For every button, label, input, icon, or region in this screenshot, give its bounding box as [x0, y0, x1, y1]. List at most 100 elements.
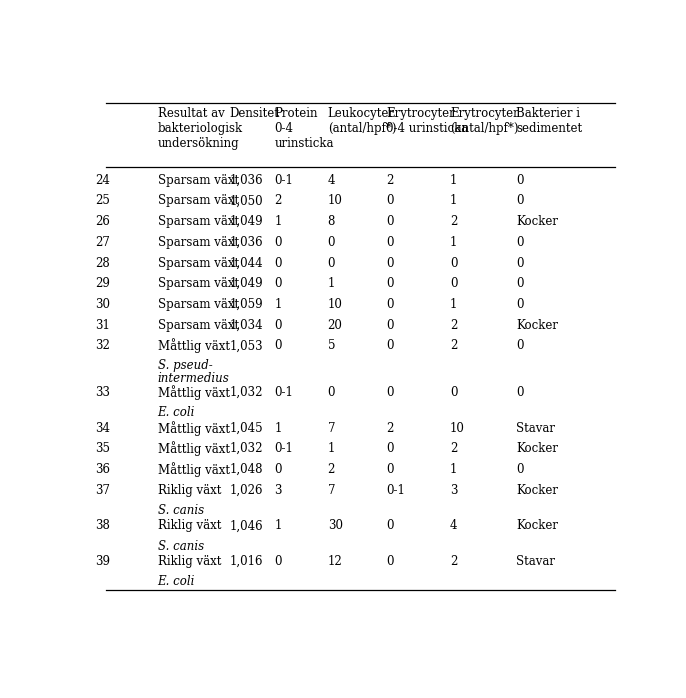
Text: 34: 34	[95, 422, 110, 435]
Text: 0: 0	[386, 195, 394, 207]
Text: 0: 0	[517, 339, 524, 352]
Text: 5: 5	[328, 339, 335, 352]
Text: E. coli: E. coli	[158, 575, 195, 588]
Text: 0: 0	[386, 215, 394, 228]
Text: 0: 0	[386, 339, 394, 352]
Text: 7: 7	[328, 484, 335, 497]
Text: 25: 25	[95, 195, 110, 207]
Text: 0: 0	[450, 257, 458, 269]
Text: 0-1: 0-1	[274, 443, 294, 455]
Text: 0: 0	[274, 555, 282, 568]
Text: 8: 8	[328, 215, 335, 228]
Text: Måttlig växt: Måttlig växt	[158, 385, 230, 400]
Text: S. canis: S. canis	[158, 504, 204, 517]
Text: Måttlig växt: Måttlig växt	[158, 421, 230, 436]
Text: 29: 29	[95, 277, 110, 290]
Text: Kocker: Kocker	[517, 519, 558, 533]
Text: 0: 0	[274, 463, 282, 476]
Text: Sparsam växt: Sparsam växt	[158, 236, 239, 249]
Text: 32: 32	[95, 339, 110, 352]
Text: 1,032: 1,032	[229, 386, 263, 399]
Text: 2: 2	[386, 174, 394, 187]
Text: Måttlig växt: Måttlig växt	[158, 441, 230, 456]
Text: Leukocyter
(antal/hpf*): Leukocyter (antal/hpf*)	[328, 107, 396, 135]
Text: 0: 0	[450, 386, 458, 399]
Text: 0: 0	[386, 319, 394, 332]
Text: 1,046: 1,046	[229, 519, 263, 533]
Text: 1: 1	[274, 298, 282, 311]
Text: 0: 0	[517, 236, 524, 249]
Text: 39: 39	[95, 555, 110, 568]
Text: 7: 7	[328, 422, 335, 435]
Text: Sparsam växt: Sparsam växt	[158, 319, 239, 332]
Text: Stavar: Stavar	[517, 422, 556, 435]
Text: 2: 2	[274, 195, 282, 207]
Text: 0: 0	[274, 319, 282, 332]
Text: 1,026: 1,026	[229, 484, 263, 497]
Text: Sparsam växt: Sparsam växt	[158, 257, 239, 269]
Text: 0: 0	[386, 277, 394, 290]
Text: 38: 38	[95, 519, 110, 533]
Text: 2: 2	[450, 443, 458, 455]
Text: 2: 2	[450, 555, 458, 568]
Text: 10: 10	[450, 422, 465, 435]
Text: 0: 0	[274, 236, 282, 249]
Text: Bakterier i
sedimentet: Bakterier i sedimentet	[517, 107, 582, 135]
Text: 1,049: 1,049	[229, 277, 263, 290]
Text: 1: 1	[450, 236, 458, 249]
Text: 10: 10	[328, 195, 342, 207]
Text: Riklig växt: Riklig växt	[158, 519, 221, 533]
Text: S. canis: S. canis	[158, 540, 204, 553]
Text: Kocker: Kocker	[517, 319, 558, 332]
Text: 28: 28	[95, 257, 110, 269]
Text: 1,016: 1,016	[229, 555, 263, 568]
Text: 35: 35	[95, 443, 110, 455]
Text: 0: 0	[386, 519, 394, 533]
Text: 0: 0	[328, 236, 335, 249]
Text: 0: 0	[517, 298, 524, 311]
Text: 1: 1	[328, 277, 335, 290]
Text: 2: 2	[450, 215, 458, 228]
Text: 1,036: 1,036	[229, 236, 263, 249]
Text: 1: 1	[274, 215, 282, 228]
Text: 24: 24	[95, 174, 110, 187]
Text: 2: 2	[450, 319, 458, 332]
Text: 33: 33	[95, 386, 110, 399]
Text: 2: 2	[328, 463, 335, 476]
Text: 0: 0	[386, 257, 394, 269]
Text: 0: 0	[450, 277, 458, 290]
Text: 0: 0	[328, 386, 335, 399]
Text: 0: 0	[274, 277, 282, 290]
Text: Sparsam växt: Sparsam växt	[158, 174, 239, 187]
Text: 0: 0	[386, 386, 394, 399]
Text: 0: 0	[386, 236, 394, 249]
Text: 37: 37	[95, 484, 110, 497]
Text: Kocker: Kocker	[517, 484, 558, 497]
Text: Resultat av
bakteriologisk
undersökning: Resultat av bakteriologisk undersökning	[158, 107, 243, 150]
Text: 0: 0	[517, 195, 524, 207]
Text: 1,050: 1,050	[229, 195, 263, 207]
Text: 20: 20	[328, 319, 342, 332]
Text: 0: 0	[386, 555, 394, 568]
Text: 0: 0	[517, 277, 524, 290]
Text: 1: 1	[450, 298, 458, 311]
Text: 0: 0	[274, 257, 282, 269]
Text: 3: 3	[450, 484, 458, 497]
Text: 1,044: 1,044	[229, 257, 263, 269]
Text: Kocker: Kocker	[517, 215, 558, 228]
Text: 1,048: 1,048	[229, 463, 263, 476]
Text: intermedius: intermedius	[158, 371, 229, 385]
Text: 0: 0	[386, 463, 394, 476]
Text: Sparsam växt: Sparsam växt	[158, 298, 239, 311]
Text: 0: 0	[517, 463, 524, 476]
Text: E. coli: E. coli	[158, 406, 195, 419]
Text: 0-1: 0-1	[386, 484, 405, 497]
Text: 1,045: 1,045	[229, 422, 263, 435]
Text: Riklig växt: Riklig växt	[158, 484, 221, 497]
Text: 1,036: 1,036	[229, 174, 263, 187]
Text: Riklig växt: Riklig växt	[158, 555, 221, 568]
Text: Kocker: Kocker	[517, 443, 558, 455]
Text: 2: 2	[450, 339, 458, 352]
Text: Stavar: Stavar	[517, 555, 556, 568]
Text: 1,049: 1,049	[229, 215, 263, 228]
